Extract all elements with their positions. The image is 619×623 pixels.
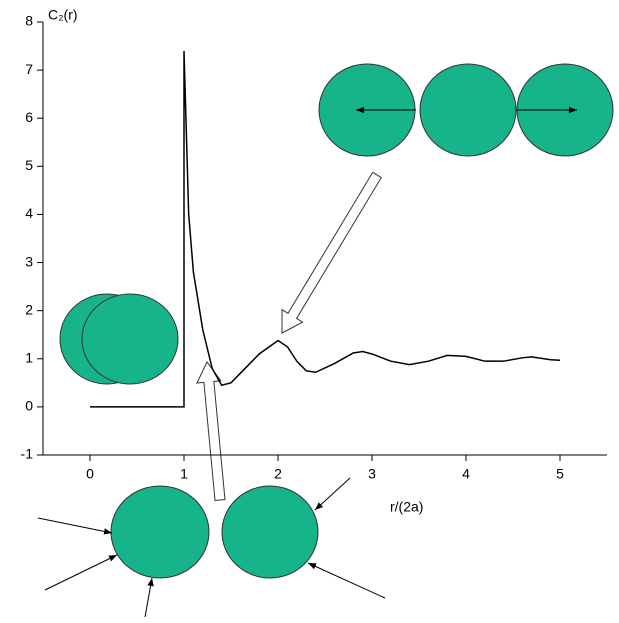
y-tick-label: 0 [25,398,33,414]
particle [110,485,210,579]
force-arrow [37,517,113,535]
y-tick-label: 4 [25,205,33,221]
y-tick-label: 6 [25,109,33,125]
pointer-arrow [196,361,226,502]
force-arrow [144,577,154,618]
y-tick-label: -1 [21,446,34,462]
y-tick-label: 5 [25,157,33,173]
x-tick-label: 4 [462,466,470,482]
x-tick-label: 3 [368,466,376,482]
y-axis-label: C₂(r) [48,7,78,23]
x-tick-label: 5 [556,466,564,482]
y-tick-label: 3 [25,253,33,269]
y-tick-label: 2 [25,301,33,317]
force-arrow [314,477,351,511]
y-tick-label: 8 [25,13,33,29]
pointer-arrow [281,171,382,334]
x-axis-label: r/(2a) [390,499,423,515]
illustration [37,63,614,618]
particle [81,293,179,385]
x-tick-label: 1 [180,466,188,482]
data-line [90,50,561,408]
x-tick-label: 2 [274,466,282,482]
force-arrow [307,562,386,599]
particle [419,63,517,157]
force-arrow [44,554,118,591]
y-tick-label: 7 [25,61,33,77]
particle [221,485,319,579]
x-tick-label: 0 [86,466,94,482]
y-tick-label: 1 [25,349,33,365]
